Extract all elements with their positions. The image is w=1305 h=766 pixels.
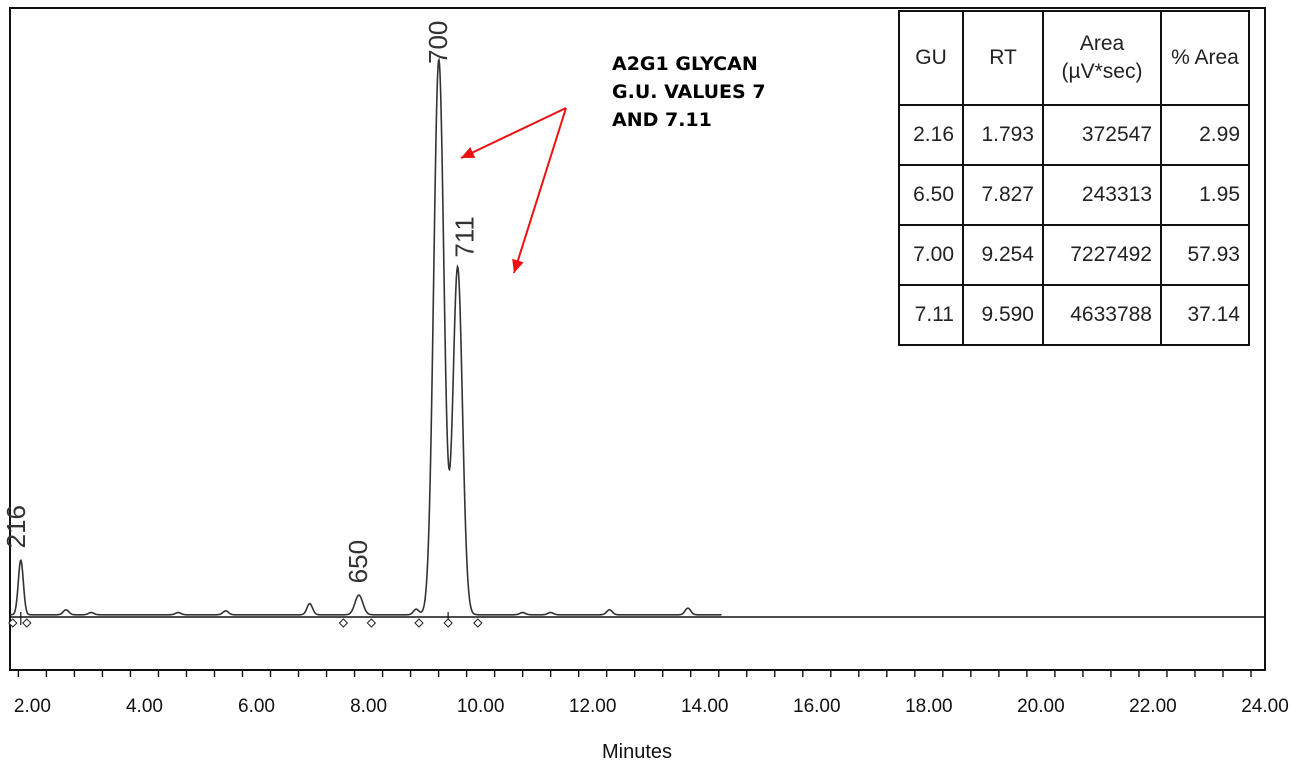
x-tick-label: 4.00 (126, 696, 163, 717)
integration-marker (338, 618, 349, 628)
annotation-arrowhead (512, 258, 524, 273)
x-tick-label: 2.00 (14, 696, 51, 717)
col-header-gu: GU (898, 10, 964, 106)
annotation-line-2: G.U. VALUES 7 (612, 81, 766, 103)
table-row: 2.16 1.793 372547 2.99 (898, 104, 1250, 166)
cell-gu: 7.11 (898, 284, 964, 346)
peak-label: 711 (450, 216, 480, 257)
annotation-arrow (513, 107, 567, 274)
peak-labels: 216 650 700 711 (1, 21, 480, 584)
table-row: 7.11 9.590 4633788 37.14 (898, 284, 1250, 346)
integration-marker (473, 618, 483, 628)
signal-trace (10, 57, 722, 616)
col-header-rt: RT (962, 10, 1044, 106)
cell-pct-area: 57.93 (1160, 224, 1250, 286)
cell-rt: 9.254 (962, 224, 1044, 286)
x-tick-label: 22.00 (1129, 696, 1177, 717)
integration-marker (443, 618, 453, 628)
glycan-annotation: A2G1 GLYCAN G.U. VALUES 7 AND 7.11 (612, 50, 766, 134)
x-axis: 2.00 4.00 6.00 8.00 10.00 12.00 14.00 16.00 18.0… (14, 670, 1289, 717)
cell-pct-area: 37.14 (1160, 284, 1250, 346)
integration-marker (8, 618, 18, 628)
cell-rt: 1.793 (962, 104, 1044, 166)
col-header-area: Area (µV*sec) (1042, 10, 1162, 106)
cell-rt: 7.827 (962, 164, 1044, 226)
annotation-arrows (460, 107, 567, 274)
col-header-area-line2: (µV*sec) (1061, 60, 1143, 83)
col-header-area-line1: Area (1079, 31, 1125, 55)
x-tick-label: 14.00 (681, 696, 729, 717)
peak-label: 700 (423, 21, 453, 64)
annotation-arrow (460, 107, 567, 159)
cell-area: 7227492 (1042, 224, 1162, 286)
cell-gu: 7.00 (898, 224, 964, 286)
table-header-row: GU RT Area (µV*sec) % Area (898, 10, 1250, 106)
x-tick-label: 12.00 (569, 696, 617, 717)
x-tick-label: 24.00 (1241, 696, 1289, 717)
cell-gu: 2.16 (898, 104, 964, 166)
annotation-line-1: A2G1 GLYCAN (612, 53, 758, 75)
table-row: 7.00 9.254 7227492 57.93 (898, 224, 1250, 286)
x-tick-label: 18.00 (905, 696, 953, 717)
x-tick-label: 8.00 (350, 696, 387, 717)
cell-gu: 6.50 (898, 164, 964, 226)
x-tick-label: 6.00 (238, 696, 275, 717)
annotation-arrowhead (461, 146, 476, 158)
integration-marker (366, 618, 377, 628)
cell-area: 372547 (1042, 104, 1162, 166)
x-tick-label: 16.00 (793, 696, 841, 717)
results-table: GU RT Area (µV*sec) % Area 2.16 1.793 372… (898, 10, 1250, 346)
cell-pct-area: 1.95 (1160, 164, 1250, 226)
integration-marker (414, 618, 424, 628)
cell-pct-area: 2.99 (1160, 104, 1250, 166)
cell-rt: 9.590 (962, 284, 1044, 346)
integration-markers (8, 618, 483, 628)
x-tick-label: 10.00 (457, 696, 505, 717)
integration-marker (22, 618, 32, 628)
cell-area: 4633788 (1042, 284, 1162, 346)
annotation-line-3: AND 7.11 (612, 109, 712, 131)
x-axis-title: Minutes (602, 741, 672, 763)
peak-label: 216 (1, 505, 31, 548)
cell-area: 243313 (1042, 164, 1162, 226)
peak-label: 650 (343, 540, 373, 583)
x-tick-label: 20.00 (1017, 696, 1065, 717)
col-header-pct-area: % Area (1160, 10, 1250, 106)
table-row: 6.50 7.827 243313 1.95 (898, 164, 1250, 226)
